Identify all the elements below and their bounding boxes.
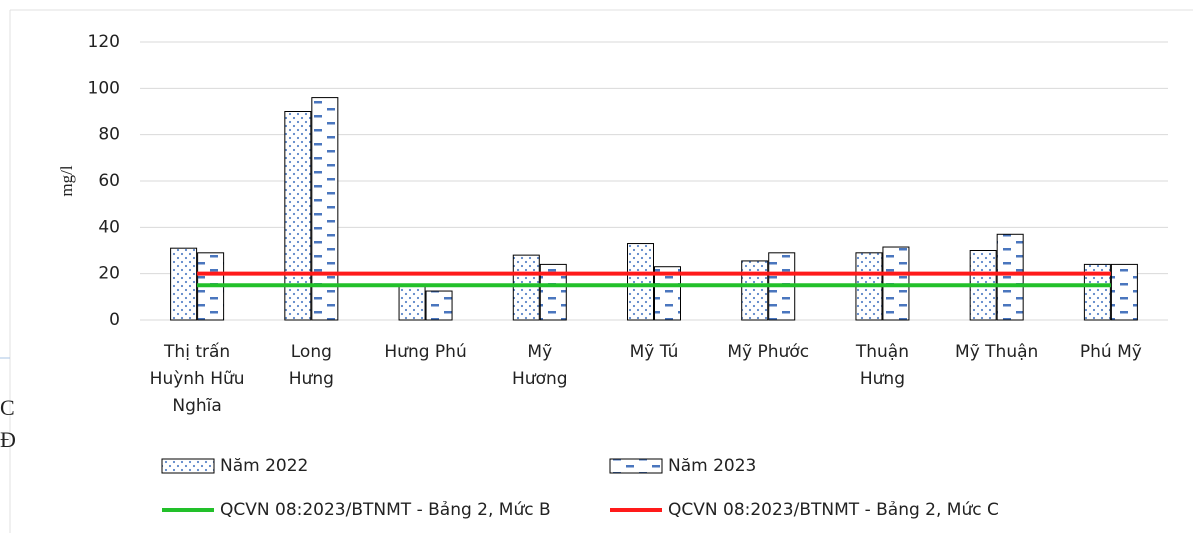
bar [1110, 263, 1138, 321]
x-tick-label: Mỹ Thuận [955, 342, 1038, 362]
y-tick-label: 20 [98, 264, 120, 284]
bar [741, 260, 769, 321]
annotation: Đ [0, 427, 16, 452]
y-tick-label: 0 [109, 310, 120, 330]
y-tick-label: 120 [88, 32, 120, 52]
x-tick-label: Mỹ Hương [512, 342, 568, 389]
bar [398, 284, 426, 321]
bar [512, 254, 540, 321]
bar [284, 111, 312, 321]
y-tick-label: 100 [88, 78, 120, 98]
bar [627, 243, 654, 321]
bar [425, 290, 453, 321]
y-tick-label: 40 [98, 217, 120, 237]
bar [996, 233, 1024, 321]
bar [170, 247, 198, 321]
x-tick-label: Thuận Hưng [855, 342, 909, 389]
legend-label: Năm 2022 [220, 456, 308, 476]
x-tick-label: Mỹ Phước [727, 342, 809, 362]
x-tick-label: Hưng Phú [384, 342, 466, 362]
legend-label: QCVN 08:2023/BTNMT - Bảng 2, Mức C [668, 500, 999, 520]
legend-swatch [161, 458, 215, 474]
y-tick-label: 60 [98, 171, 120, 191]
legend-label: QCVN 08:2023/BTNMT - Bảng 2, Mức B [220, 500, 551, 520]
annotation: C [0, 395, 15, 420]
legend-label: Năm 2023 [668, 456, 756, 476]
y-tick-label: 80 [98, 125, 120, 145]
x-tick-label: Phú Mỹ [1080, 342, 1142, 362]
x-tick-label: Mỹ Tú [630, 342, 679, 362]
bar [311, 97, 339, 321]
y-axis-label: mg/l [57, 165, 76, 196]
x-tick-label: Long Hưng [289, 342, 334, 389]
x-tick-label: Thị trấn Huỳnh Hữu Nghĩa [150, 341, 245, 416]
legend-swatch [609, 458, 663, 474]
